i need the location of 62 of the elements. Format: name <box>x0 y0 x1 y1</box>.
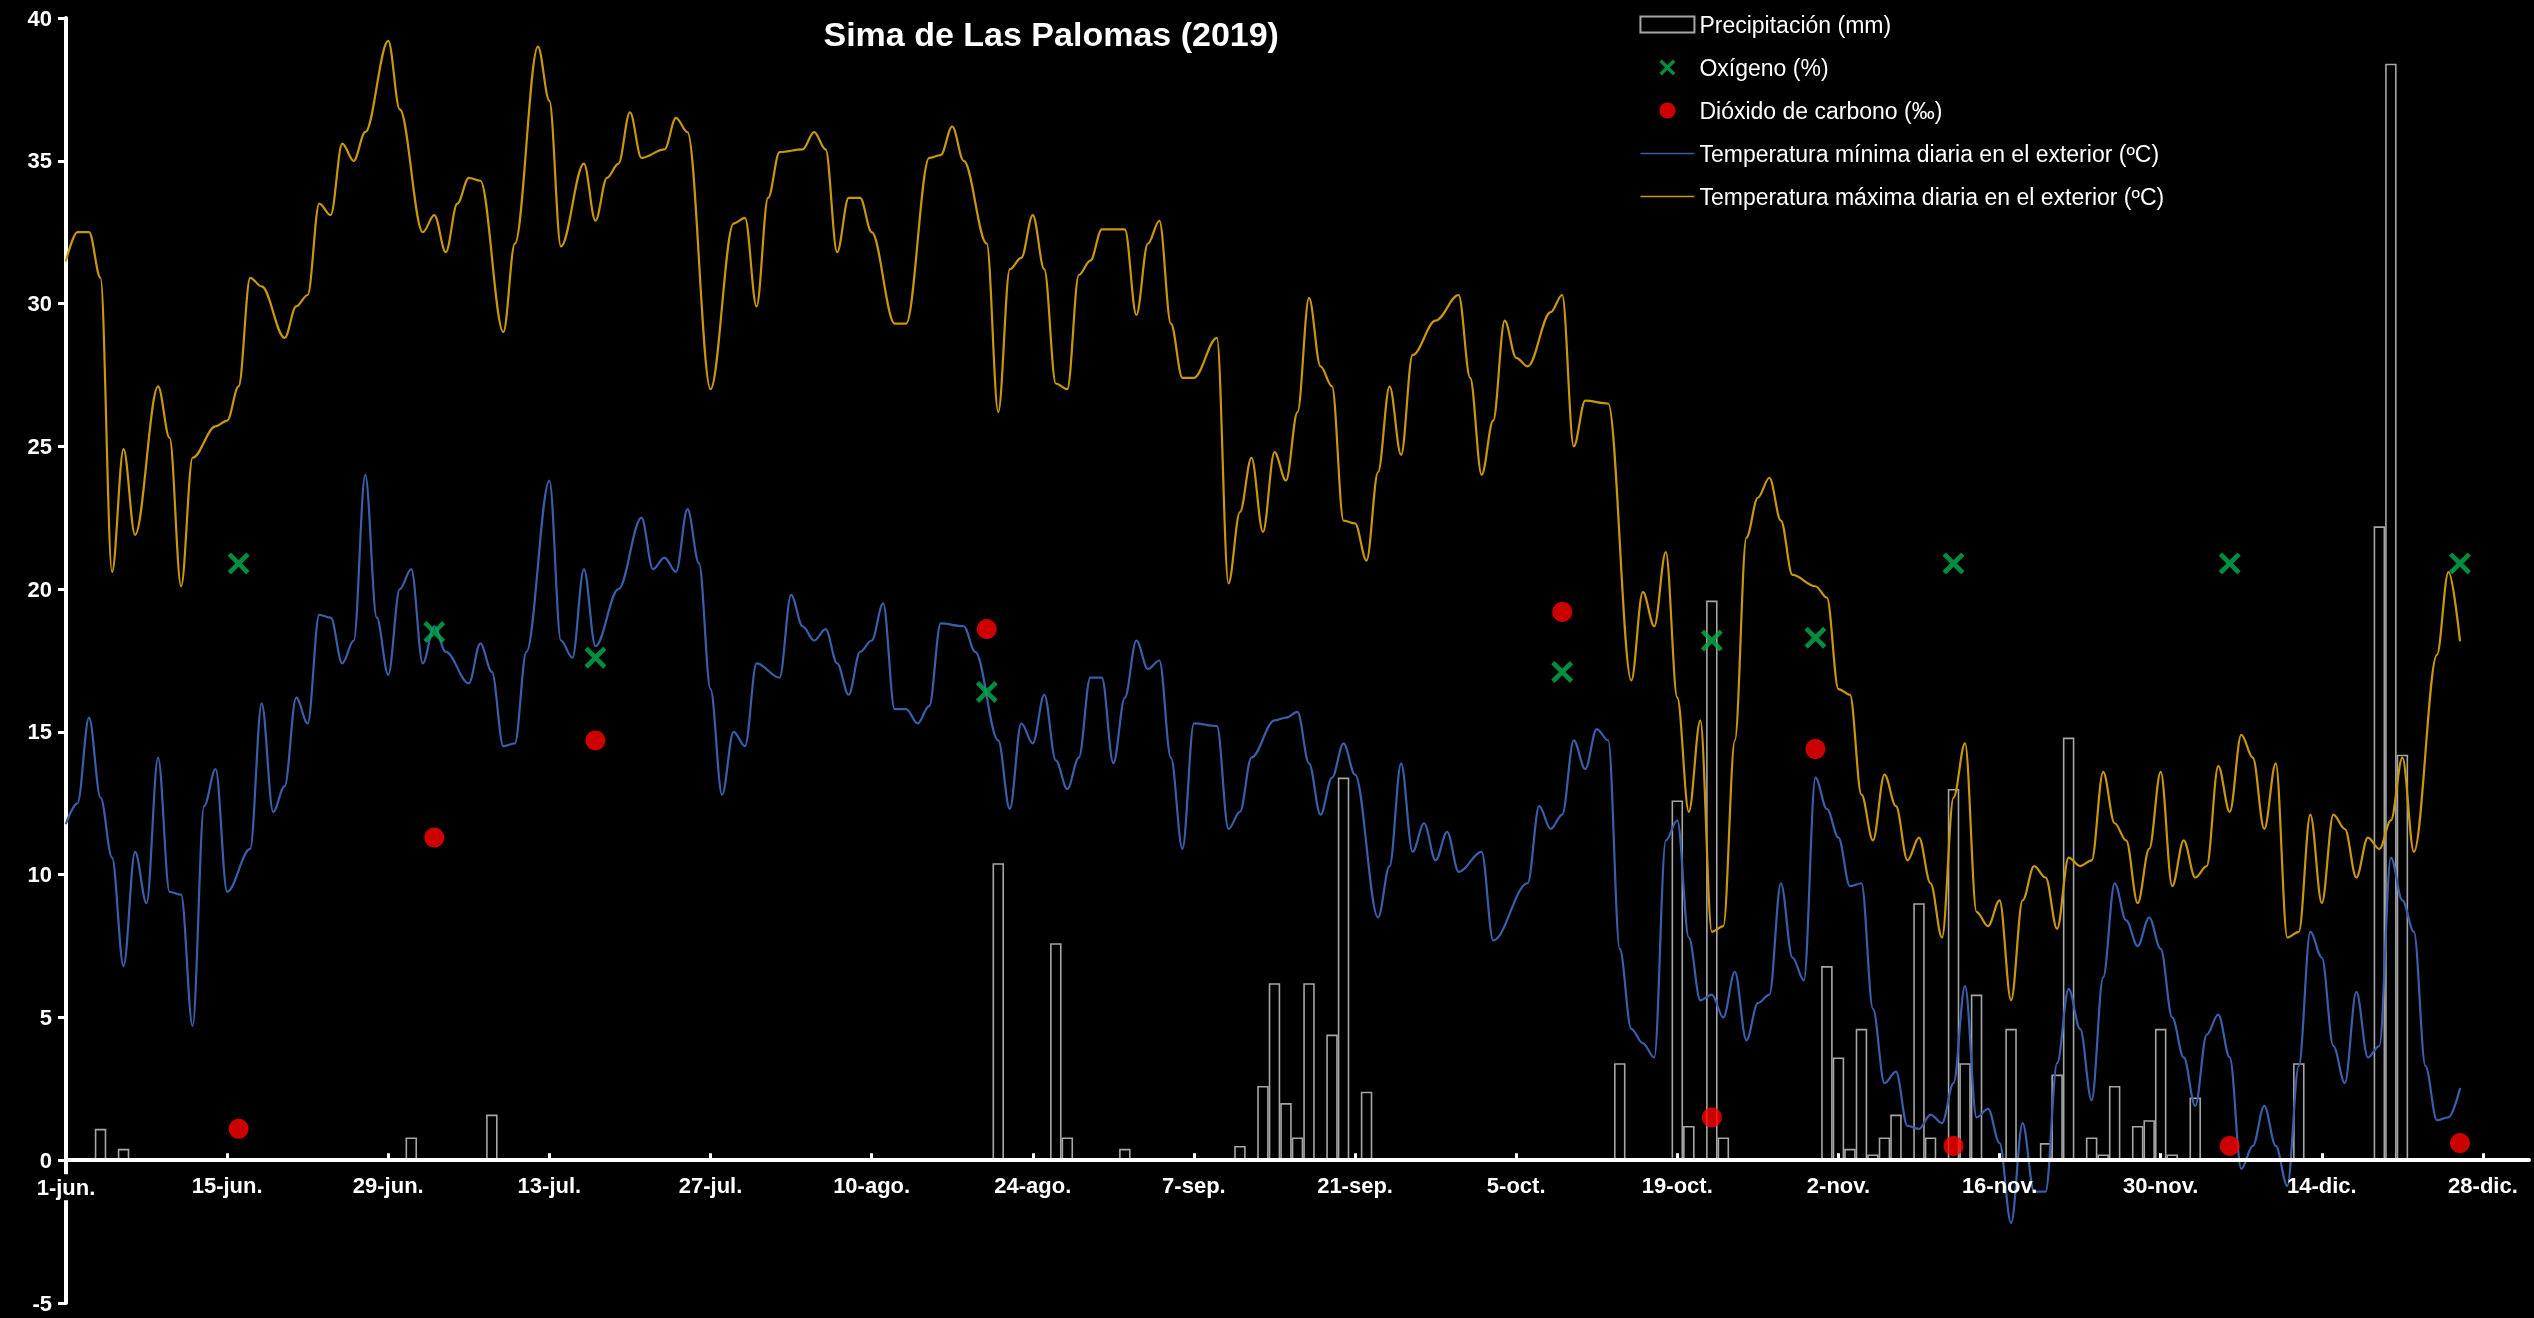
chart-title: Sima de Las Palomas (2019) <box>823 15 1279 53</box>
bar <box>1360 1091 1373 1161</box>
bar <box>486 1114 498 1161</box>
x-tick-label: 10-ago. <box>833 1172 911 1198</box>
point <box>1552 601 1573 622</box>
bar <box>2005 1028 2017 1161</box>
bar <box>94 1128 107 1161</box>
y-tick-label: 25 <box>27 433 52 459</box>
x-tick-label: 1-jun. <box>36 1174 96 1200</box>
x-tick-label: 14-dic. <box>2286 1172 2357 1198</box>
x-tick-label: 29-jun. <box>352 1172 424 1198</box>
point <box>2218 552 2241 575</box>
point <box>1700 629 1723 652</box>
y-tick-label: 10 <box>27 862 52 888</box>
x-tick-label: 19-oct. <box>1641 1172 1713 1198</box>
point <box>1551 660 1574 683</box>
bar <box>2293 1063 2305 1161</box>
y-tick-label: 30 <box>27 291 52 317</box>
y-tick-label: 0 <box>39 1147 52 1173</box>
point <box>423 620 446 643</box>
point <box>228 1118 249 1139</box>
point <box>227 552 250 575</box>
y-tick-label: 20 <box>27 576 52 602</box>
x-tick-label: 13-jul. <box>517 1172 582 1198</box>
x-tick-label: 24-ago. <box>994 1172 1072 1198</box>
point <box>585 730 606 751</box>
y-tick-label: 15 <box>27 719 52 745</box>
y-tick-label: -5 <box>32 1290 52 1316</box>
x-tick-label: 2-nov. <box>1806 1172 1871 1198</box>
bar <box>405 1137 418 1161</box>
point <box>584 646 607 669</box>
bar <box>1119 1148 1131 1161</box>
legend-label: Oxígeno (%) <box>1699 54 1829 81</box>
point <box>1804 626 1827 649</box>
point <box>1805 739 1826 760</box>
bar <box>992 863 1005 1161</box>
bar <box>2189 1097 2201 1161</box>
legend-label: Precipitación (mm) <box>1699 11 1892 38</box>
bar <box>1234 1145 1246 1161</box>
point <box>976 619 997 640</box>
legend-label: Temperatura mínima diaria en el exterior (ºC) <box>1699 140 2160 167</box>
point <box>1942 552 1965 575</box>
bar <box>1614 1063 1626 1161</box>
point <box>1701 1107 1722 1128</box>
x-tick-label: 27-jul. <box>678 1172 743 1198</box>
point <box>975 680 998 703</box>
y-tick-label: 35 <box>27 148 52 174</box>
x-tick-label: 15-jun. <box>191 1172 263 1198</box>
legend-label: Dióxido de carbono (‰) <box>1699 97 1943 124</box>
y-tick-label: 5 <box>39 1004 52 1030</box>
x-tick-label: 30-nov. <box>2123 1172 2199 1198</box>
x-tick-label: 21-sep. <box>1317 1172 1393 1198</box>
x-tick-label: 5-oct. <box>1486 1172 1546 1198</box>
point <box>2219 1135 2240 1156</box>
legend-label: Temperatura máxima diaria en el exterior (ºC) <box>1699 183 2165 210</box>
x-tick-label: 7-sep. <box>1162 1172 1226 1198</box>
x-tick-label: 28-dic. <box>2448 1172 2518 1198</box>
point <box>424 827 445 848</box>
y-tick-label: 40 <box>27 5 52 31</box>
point <box>2449 1133 2470 1154</box>
point <box>2448 552 2471 575</box>
point <box>1943 1135 1964 1156</box>
